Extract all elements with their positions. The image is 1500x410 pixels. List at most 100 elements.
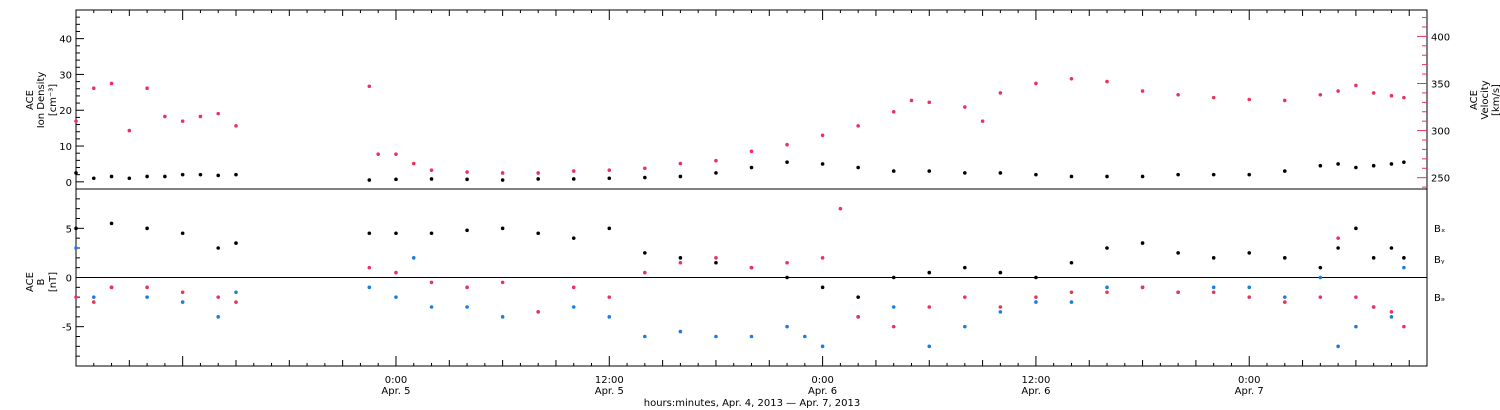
data-point [714,260,718,265]
top-left-tick-label: 10 [59,142,72,153]
data-point [500,315,505,319]
data-point [785,142,789,147]
top-right-tick-label: 250 [1431,174,1450,185]
data-point [1034,275,1038,280]
data-point [714,171,718,175]
data-point [91,300,96,304]
top-left-axis: 0 10 20 30 40 [59,9,84,190]
x-tick-date-label: Apr. 6 [808,386,837,397]
data-point [180,231,185,236]
data-point [216,295,221,299]
data-point [1318,275,1323,280]
data-point [1247,251,1252,255]
data-point [109,174,114,179]
data-point [1105,246,1109,250]
data-point [820,344,825,349]
top-left-tick-label: 0 [66,178,72,189]
x-tick-date-label: Apr. 6 [1021,386,1050,397]
data-point [1176,172,1180,177]
data-point [465,285,469,290]
top-right-axis-title-line3: [km/s] [1491,84,1500,116]
data-point [1034,172,1038,177]
data-point [607,315,612,319]
data-point [74,171,78,175]
data-point [998,310,1003,314]
data-point [678,329,683,334]
data-point [820,285,825,290]
data-point [1318,163,1323,168]
data-point [145,226,149,231]
data-point [1389,93,1394,98]
data-point [891,275,896,280]
data-point [1354,324,1358,329]
data-point [536,231,540,236]
data-point [1282,256,1287,260]
top-left-tick-label: 40 [59,35,72,46]
data-point [1034,295,1038,299]
data-point [500,280,505,285]
data-point [180,300,185,304]
data-point [1211,285,1216,290]
data-point [465,305,469,309]
data-point [74,295,78,299]
data-point [785,260,789,265]
data-point [1389,162,1394,166]
data-point [1318,92,1323,97]
data-point [1211,172,1216,177]
data-point [927,100,932,105]
top-left-axis-title-line1: ACE [25,90,36,110]
data-point [643,334,647,339]
data-point [536,310,540,314]
data-point [998,171,1003,175]
bottom-left-tick-label: 5 [66,224,72,235]
data-point [891,169,896,173]
top-right-tick-label: 350 [1431,79,1450,90]
top-left-axis-title-line3: [cm⁻³] [48,84,59,116]
x-tick-time-label: 0:00 [385,375,407,386]
data-point [1371,91,1376,95]
data-point [163,114,167,119]
data-point [607,176,612,181]
data-point [927,270,932,275]
data-point [1105,290,1109,295]
data-point [856,124,860,128]
data-point [1389,315,1394,319]
data-point [1211,290,1216,295]
data-point [714,334,718,339]
data-point [820,256,825,260]
data-point [500,226,505,231]
data-point [367,231,372,236]
data-point [394,295,398,299]
data-point [998,91,1003,95]
data-point [1105,174,1109,179]
data-point [1336,89,1340,93]
data-point [963,265,967,270]
data-point [1211,95,1216,100]
data-point [394,270,398,275]
x-tick-date-label: Apr. 5 [595,386,624,397]
data-point [749,149,754,154]
data-point [643,270,647,275]
data-point [367,265,372,270]
data-point [500,171,505,175]
data-point [998,270,1003,275]
data-point [927,305,932,309]
data-point [980,119,985,123]
data-point [367,84,372,89]
data-point [891,109,896,114]
data-point [643,175,647,180]
x-tick-time-label: 0:00 [1238,375,1260,386]
data-point [909,98,914,103]
data-point [216,246,221,250]
data-point [1247,172,1252,177]
data-point [607,226,612,231]
data-point [571,236,576,240]
data-point [367,178,372,182]
data-point [1247,285,1252,290]
data-point [1336,344,1340,349]
top-right-tick-label: 400 [1431,32,1450,43]
data-point [1336,236,1340,240]
data-point [1069,260,1074,265]
data-point [394,152,398,156]
